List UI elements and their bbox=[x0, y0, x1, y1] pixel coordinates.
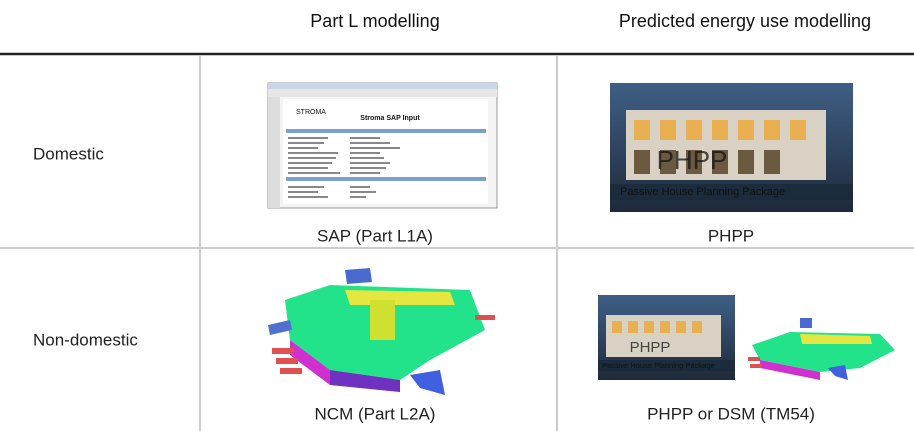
phpp-banner: Passive House Planning Package bbox=[602, 361, 715, 370]
sap-logo: STROMA bbox=[296, 109, 326, 116]
phpp-image: PHPP Passive House Planning Package bbox=[610, 83, 853, 212]
row-label: Non-domestic bbox=[33, 330, 138, 349]
phpp-logo: PHPP bbox=[657, 145, 728, 175]
cell-caption: NCM (Part L2A) bbox=[315, 404, 436, 423]
dsm-model bbox=[748, 318, 895, 380]
row-label: Domestic bbox=[33, 144, 104, 163]
phpp-banner: Passive House Planning Package bbox=[620, 186, 785, 198]
cell-caption: SAP (Part L1A) bbox=[317, 226, 433, 245]
column-header: Part L modelling bbox=[310, 11, 439, 31]
cell-caption: PHPP or DSM (TM54) bbox=[647, 404, 815, 423]
phpp-logo: PHPP bbox=[630, 339, 671, 356]
phpp-image-small: PHPP Passive House Planning Package bbox=[598, 295, 735, 380]
column-header: Predicted energy use modelling bbox=[619, 11, 871, 31]
sap-screenshot: STROMA Stroma SAP Input bbox=[267, 82, 498, 209]
cell-caption: PHPP bbox=[708, 226, 754, 245]
ncm-model bbox=[268, 268, 495, 395]
sap-title: Stroma SAP Input bbox=[360, 115, 420, 122]
